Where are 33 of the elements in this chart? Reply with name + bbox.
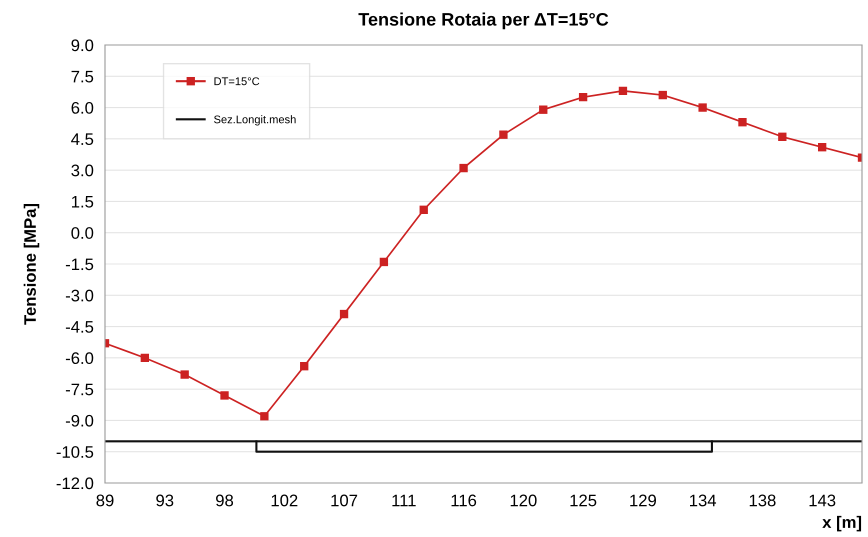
x-tick-label: 143 [810, 494, 836, 506]
legend-label: DT=15°C [214, 77, 260, 86]
x-tick-label: 111 [392, 494, 416, 506]
y-axis-title: Tensione [MPa] [24, 204, 40, 325]
y-tick-label: 7.5 [72, 70, 94, 82]
y-tick-label: -4.5 [66, 321, 94, 333]
y-tick-label: -1.5 [66, 258, 94, 270]
x-tick-label: 107 [331, 494, 358, 506]
x-tick-label: 98 [216, 494, 234, 506]
y-tick-label: 4.5 [71, 133, 94, 146]
y-tick-label: -3.0 [66, 290, 94, 302]
y-tick-label: 0.0 [71, 227, 94, 239]
x-tick-label: 89 [96, 494, 114, 506]
x-tick-label: 116 [452, 494, 476, 506]
x-tick-label: 93 [156, 494, 174, 506]
y-tick-label: -9.0 [66, 414, 94, 427]
y-tick-label: 6.0 [72, 102, 94, 114]
x-tick-label: 120 [510, 494, 537, 506]
x-tick-label: 138 [750, 494, 776, 506]
x-tick-label: 102 [272, 494, 298, 506]
y-tick-label: -6.0 [66, 352, 94, 364]
y-tick-label: 1.5 [72, 196, 94, 208]
y-tick-label: 3.0 [71, 164, 94, 176]
y-tick-label: 9.0 [72, 39, 94, 52]
legend-label: Sez.Longit.mesh [214, 115, 296, 126]
y-tick-label: -7.5 [66, 384, 94, 396]
y-tick-label: -12.0 [56, 477, 94, 490]
x-axis-title: x [m] [822, 516, 862, 532]
chart-title: Tensione Rotaia per ΔT=15°C [358, 12, 608, 30]
x-tick-label: 125 [570, 494, 596, 506]
x-tick-label: 129 [630, 494, 656, 506]
y-tick-label: -10.5 [56, 446, 94, 458]
x-tick-label: 134 [690, 494, 716, 506]
